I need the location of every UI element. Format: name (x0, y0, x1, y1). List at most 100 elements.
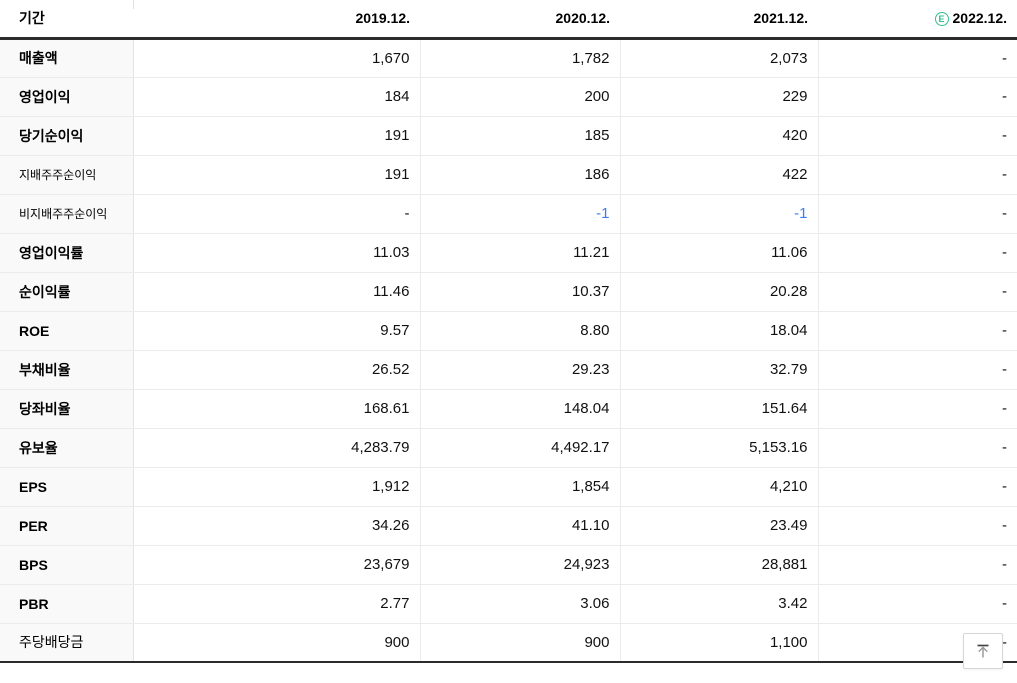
value-cell: 9.57 (133, 311, 421, 351)
value-cell: 2,073 (620, 38, 819, 78)
value-cell: 1,100 (620, 623, 819, 663)
value-cell: 11.03 (133, 233, 421, 273)
value-cell: 1,912 (133, 467, 421, 507)
row-label: 당좌비율 (0, 389, 134, 429)
table-row: 당좌비율 168.61 148.04 151.64- (0, 389, 1017, 429)
row-label: EPS (0, 467, 134, 507)
value-cell: - (818, 545, 1017, 585)
value-cell: - (818, 311, 1017, 351)
value-cell: 1,782 (420, 38, 621, 78)
value-cell: 2.77 (133, 584, 421, 624)
table-header-row: 기간 2019.12. 2020.12. 2021.12. E 2022.12. (0, 0, 1017, 40)
row-label: PBR (0, 584, 134, 624)
row-label: 당기순이익 (0, 116, 134, 156)
row-label: 순이익률 (0, 272, 134, 312)
table-row: PER 34.26 41.10 23.49- (0, 506, 1017, 546)
value-cell: 5,153.16 (620, 428, 819, 468)
row-label: 비지배주주순이익 (0, 194, 134, 234)
value-cell: 29.23 (420, 350, 621, 390)
row-label: ROE (0, 311, 134, 351)
value-cell: 3.06 (420, 584, 621, 624)
arrow-to-top-icon (973, 641, 993, 661)
table-row: 매출액 1,670 1,782 2,073- (0, 38, 1017, 78)
column-header-label: 2019.12. (355, 10, 411, 27)
value-cell: - (818, 116, 1017, 156)
value-cell: 8.80 (420, 311, 621, 351)
value-cell: - (818, 77, 1017, 117)
value-cell: 148.04 (420, 389, 621, 429)
table-row: 주당배당금 900 900 1,100- (0, 623, 1017, 663)
row-label: BPS (0, 545, 134, 585)
scroll-to-top-button[interactable] (963, 633, 1003, 669)
column-header-label: 2021.12. (753, 10, 809, 27)
value-cell: 4,283.79 (133, 428, 421, 468)
value-cell: - (818, 467, 1017, 507)
value-cell: - (818, 38, 1017, 78)
value-cell: 900 (133, 623, 421, 663)
column-header-3: 2021.12. (620, 0, 818, 40)
value-cell: - (818, 272, 1017, 312)
value-cell: 41.10 (420, 506, 621, 546)
value-cell: 168.61 (133, 389, 421, 429)
column-header-label: 2022.12. (952, 10, 1008, 27)
value-cell: 420 (620, 116, 819, 156)
value-cell: 24,923 (420, 545, 621, 585)
value-cell: 184 (133, 77, 421, 117)
financial-summary-table: 기간 2019.12. 2020.12. 2021.12. E 2022.12. 매출액… (0, 0, 1017, 663)
value-cell: 26.52 (133, 350, 421, 390)
value-cell: - (133, 194, 421, 234)
row-label: 주당배당금 (0, 623, 134, 663)
value-cell: 900 (420, 623, 621, 663)
value-cell: 229 (620, 77, 819, 117)
value-cell: - (818, 155, 1017, 195)
value-cell: -1 (420, 194, 621, 234)
value-cell: 20.28 (620, 272, 819, 312)
value-cell: 1,854 (420, 467, 621, 507)
column-header-label: 2020.12. (555, 10, 611, 27)
value-cell: 4,492.17 (420, 428, 621, 468)
value-cell: - (818, 194, 1017, 234)
value-cell: - (818, 233, 1017, 273)
value-cell: - (818, 506, 1017, 546)
value-cell: 10.37 (420, 272, 621, 312)
value-cell: 11.21 (420, 233, 621, 273)
table-row: 지배주주순이익 191 186 422- (0, 155, 1017, 195)
value-cell: 11.06 (620, 233, 819, 273)
value-cell: - (818, 350, 1017, 390)
row-label: 부채비율 (0, 350, 134, 390)
table-row: 영업이익률 11.03 11.21 11.06- (0, 233, 1017, 273)
column-header-1: 2019.12. (133, 0, 420, 40)
table-row: 부채비율 26.52 29.23 32.79- (0, 350, 1017, 390)
value-cell: 4,210 (620, 467, 819, 507)
table-row: 당기순이익 191 185 420- (0, 116, 1017, 156)
table-row: 유보율 4,283.79 4,492.17 5,153.16- (0, 428, 1017, 468)
table-row: EPS 1,912 1,854 4,210- (0, 467, 1017, 507)
value-cell: 32.79 (620, 350, 819, 390)
estimate-e-icon: E (934, 12, 949, 27)
value-cell: 23.49 (620, 506, 819, 546)
value-cell: 23,679 (133, 545, 421, 585)
value-cell: 18.04 (620, 311, 819, 351)
value-cell: -1 (620, 194, 819, 234)
table-row: ROE 9.57 8.80 18.04- (0, 311, 1017, 351)
value-cell: 185 (420, 116, 621, 156)
value-cell: 1,670 (133, 38, 421, 78)
table-row: 영업이익 184 200 229- (0, 77, 1017, 117)
column-divider-fragment (133, 0, 134, 9)
row-label: 영업이익 (0, 77, 134, 117)
value-cell: 186 (420, 155, 621, 195)
value-cell: 191 (133, 116, 421, 156)
row-label: 유보율 (0, 428, 134, 468)
table-row: PBR 2.77 3.06 3.42- (0, 584, 1017, 624)
row-label: PER (0, 506, 134, 546)
column-header-2: 2020.12. (420, 0, 620, 40)
value-cell: 422 (620, 155, 819, 195)
value-cell: 3.42 (620, 584, 819, 624)
row-label: 지배주주순이익 (0, 155, 134, 195)
table-row: BPS 23,679 24,923 28,881- (0, 545, 1017, 585)
value-cell: 151.64 (620, 389, 819, 429)
value-cell: - (818, 389, 1017, 429)
period-header: 기간 (0, 0, 133, 40)
value-cell: 34.26 (133, 506, 421, 546)
